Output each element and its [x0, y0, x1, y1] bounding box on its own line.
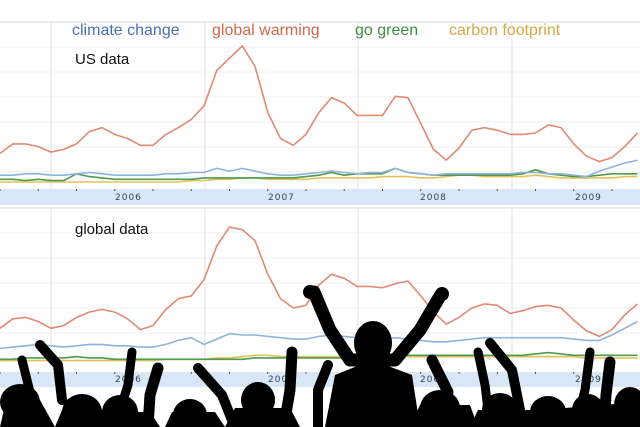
series-line-carbon-footprint — [0, 354, 638, 362]
us-chart-title: US data — [75, 51, 130, 68]
legend-global-warming: global warming — [212, 22, 320, 39]
us-x-tick-label: 2006 — [115, 193, 142, 203]
us-x-tick-label: 2009 — [575, 193, 602, 203]
series-line-climate-change — [0, 159, 638, 178]
us-axis-band — [0, 189, 640, 205]
crowd-silhouette — [0, 285, 640, 427]
legend-climate-change: climate change — [72, 22, 180, 39]
us-x-tick-label: 2008 — [420, 193, 447, 203]
global-x-tick-label: 2008 — [420, 375, 447, 385]
series-line-global-warming — [0, 226, 639, 338]
global-chart-title: global data — [75, 221, 149, 238]
series-line-go-green — [0, 167, 638, 182]
series-line-carbon-footprint — [0, 174, 638, 183]
legend-go-green: go green — [355, 22, 419, 39]
us-x-tick-label: 2007 — [268, 193, 295, 203]
series-line-go-green — [0, 351, 638, 361]
series-line-global-warming — [0, 45, 639, 163]
legend-carbon-footprint: carbon footprint — [449, 22, 561, 39]
global-x-tick-label: 2007 — [268, 375, 295, 385]
series-line-climate-change — [0, 320, 638, 350]
series-lines — [0, 45, 639, 362]
